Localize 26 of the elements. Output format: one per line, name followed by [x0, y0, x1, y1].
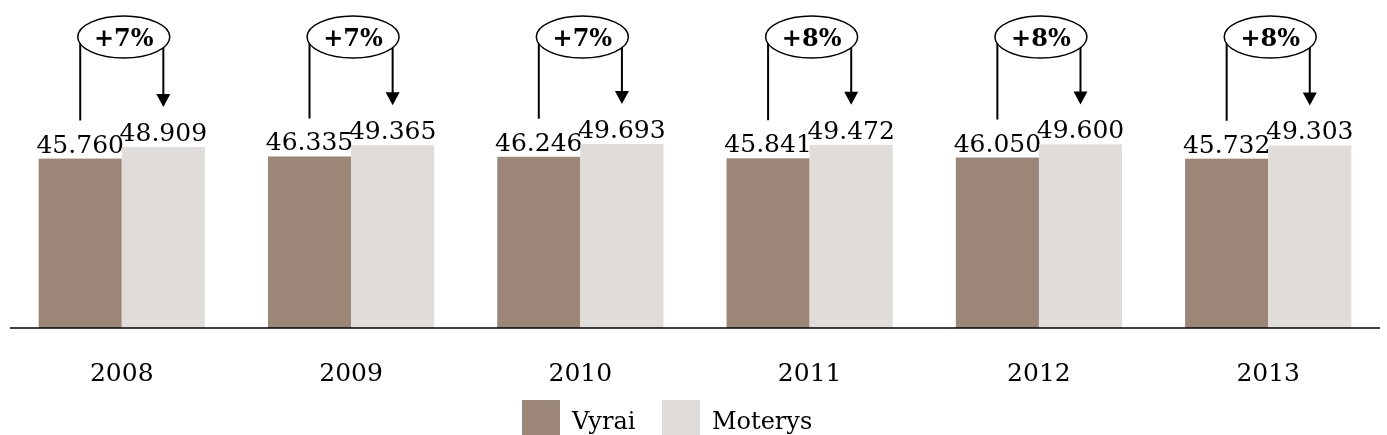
x-tick-label: 2012: [1007, 358, 1071, 387]
x-tick-label: 2010: [548, 358, 613, 387]
bar: [267, 156, 352, 328]
text: +8%: [781, 23, 842, 52]
text: +7%: [552, 23, 613, 52]
text: +8%: [1011, 23, 1071, 52]
x-tick-label: 2008: [89, 358, 154, 387]
bar: [1268, 145, 1352, 328]
bar: [1038, 144, 1123, 328]
bar: [38, 158, 122, 328]
legend-label: Vyrai: [571, 407, 636, 435]
bar: [121, 146, 205, 328]
bar: [955, 157, 1039, 328]
bar: [351, 145, 435, 328]
legend-label: Moterys: [712, 407, 813, 435]
bar: [726, 158, 810, 328]
x-tick-label: 2011: [777, 358, 842, 387]
x-tick-label: 2013: [1236, 358, 1301, 387]
x-tick-label: 2009: [319, 358, 383, 387]
text: +7%: [93, 23, 154, 52]
bar: [1185, 158, 1269, 328]
bar: [580, 144, 664, 328]
bar: [809, 144, 893, 328]
text: +7%: [323, 23, 384, 52]
bar: [497, 156, 581, 328]
text: +8%: [1240, 23, 1301, 52]
